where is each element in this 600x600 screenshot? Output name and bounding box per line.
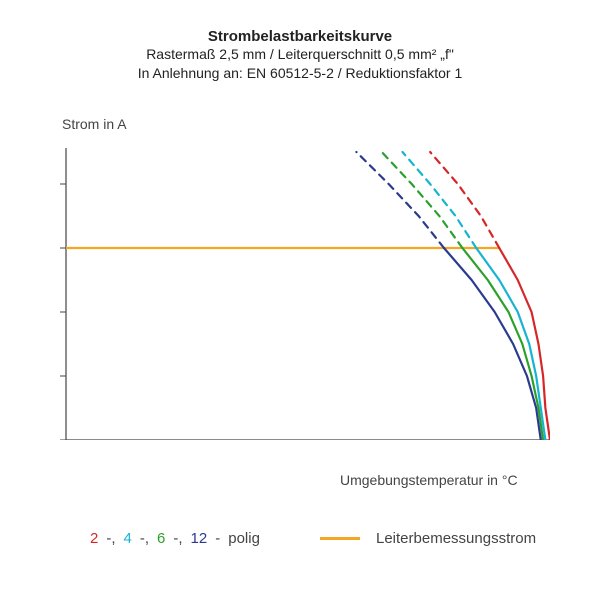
legend-pole-12: 12: [191, 530, 208, 547]
series-6-polig-solid: [462, 248, 543, 440]
legend-sep: -,: [140, 530, 149, 547]
page-root: Strombelastbarkeitskurve Rastermaß 2,5 m…: [0, 0, 600, 600]
derating-chart: 02468102030405060708090100105: [60, 140, 550, 440]
chart-area: 02468102030405060708090100105: [60, 140, 550, 440]
legend-line-icon: [320, 537, 360, 540]
legend-suffix: polig: [228, 530, 260, 547]
title-main: Strombelastbarkeitskurve: [0, 28, 600, 45]
series-2-polig-dashed: [430, 152, 499, 248]
legend-rated-text: Leiterbemessungsstrom: [376, 530, 536, 547]
legend-pole-4: 4: [124, 530, 132, 547]
series-4-polig-dashed: [403, 152, 477, 248]
legend-poles: 2 -, 4 -, 6 -, 12- polig: [90, 530, 260, 547]
x-axis-label: Umgebungstemperatur in °C: [340, 472, 518, 488]
legend-pole-2: 2: [90, 530, 98, 547]
chart-content: 02468102030405060708090100105: [60, 148, 550, 440]
legend-pole-6: 6: [157, 530, 165, 547]
title-block: Strombelastbarkeitskurve Rastermaß 2,5 m…: [0, 0, 600, 83]
legend-sep: -,: [106, 530, 115, 547]
title-sub2: In Anlehnung an: EN 60512-5-2 / Reduktio…: [0, 64, 600, 83]
series-2-polig-solid: [499, 248, 550, 440]
legend-sep: -,: [173, 530, 182, 547]
legend-rated-current: Leiterbemessungsstrom: [320, 530, 536, 547]
series-12-polig-dashed: [356, 152, 444, 248]
series-12-polig-solid: [444, 248, 541, 440]
y-axis-label: Strom in A: [62, 116, 127, 132]
series-6-polig-dashed: [382, 152, 463, 248]
title-sub1: Rastermaß 2,5 mm / Leiterquerschnitt 0,5…: [0, 45, 600, 64]
legend-sep: -: [215, 530, 220, 547]
